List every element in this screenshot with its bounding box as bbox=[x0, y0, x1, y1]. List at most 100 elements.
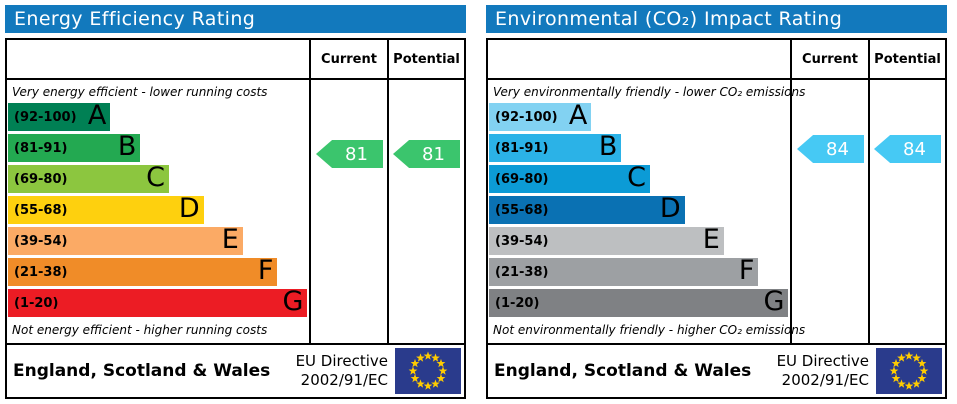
band-row: (39-54) E bbox=[7, 224, 309, 258]
region-label: England, Scotland & Wales bbox=[494, 361, 752, 381]
header-spacer bbox=[7, 40, 309, 78]
energy-band-bar-g: (1-20) G bbox=[8, 286, 308, 317]
energy-band-bar-b: (81-91) B bbox=[8, 131, 141, 162]
co2-potential-arrow: 84 bbox=[874, 135, 941, 163]
current-column-header: Current bbox=[309, 40, 387, 78]
co2-bottom-caption: Not environmentally friendly - higher CO… bbox=[493, 323, 806, 337]
band-range-label: (39-54) bbox=[14, 233, 68, 249]
header-spacer bbox=[488, 40, 790, 78]
co2-band-bar-d: (55-68) D bbox=[489, 193, 685, 224]
band-letter: B bbox=[598, 131, 618, 162]
eu-flag-stars bbox=[889, 351, 929, 390]
eu-flag-icon bbox=[876, 348, 942, 394]
band-letter: F bbox=[738, 255, 755, 286]
energy-band-area: Very energy efficient - lower running co… bbox=[7, 80, 309, 343]
potential-column-header: Potential bbox=[868, 40, 945, 78]
eu-directive-label: EU Directive 2002/91/EC bbox=[296, 352, 388, 390]
eu-directive-line1: EU Directive bbox=[776, 352, 869, 371]
co2-potential-value: 84 bbox=[903, 138, 926, 160]
band-range-label: (69-80) bbox=[495, 171, 549, 187]
band-row: (21-38) F bbox=[488, 255, 790, 289]
band-range-label: (21-38) bbox=[495, 264, 549, 280]
co2-top-caption: Very environmentally friendly - lower CO… bbox=[493, 85, 806, 99]
energy-table-footer: England, Scotland & Wales EU Directive 2… bbox=[7, 343, 464, 397]
co2-table-header: Current Potential bbox=[488, 40, 945, 80]
band-row: (81-91) B bbox=[488, 131, 790, 165]
band-row: (1-20) G bbox=[488, 286, 790, 320]
energy-current-value: 81 bbox=[345, 143, 368, 165]
band-row: (1-20) G bbox=[7, 286, 309, 320]
energy-band-bar-d: (55-68) D bbox=[8, 193, 204, 224]
band-row: (69-80) C bbox=[7, 162, 309, 196]
band-row: (21-38) F bbox=[7, 255, 309, 289]
band-range-label: (1-20) bbox=[495, 295, 540, 311]
band-letter: A bbox=[568, 100, 588, 131]
band-letter: D bbox=[659, 193, 681, 224]
band-range-label: (92-100) bbox=[495, 109, 558, 125]
co2-band-area: Very environmentally friendly - lower CO… bbox=[488, 80, 806, 343]
co2-current-arrow: 84 bbox=[797, 135, 864, 163]
band-letter: A bbox=[87, 100, 107, 131]
band-letter: C bbox=[146, 162, 166, 193]
co2-current-cell: 84 bbox=[790, 80, 868, 343]
co2-table-footer: England, Scotland & Wales EU Directive 2… bbox=[488, 343, 945, 397]
band-range-label: (81-91) bbox=[14, 140, 68, 156]
band-row: (92-100) A bbox=[488, 100, 790, 134]
band-letter: F bbox=[257, 255, 274, 286]
current-column-header: Current bbox=[790, 40, 868, 78]
energy-bands: (92-100) A (81-91) B (69 bbox=[7, 100, 309, 320]
energy-band-bar-e: (39-54) E bbox=[8, 224, 243, 255]
co2-band-bar-c: (69-80) C bbox=[489, 163, 651, 193]
energy-panel-title: Energy Efficiency Rating bbox=[5, 5, 466, 33]
band-range-label: (39-54) bbox=[495, 233, 549, 249]
co2-band-bar-a: (92-100) A bbox=[489, 100, 592, 131]
energy-band-bar-a: (92-100) A bbox=[8, 100, 111, 131]
band-range-label: (81-91) bbox=[495, 140, 549, 156]
energy-bottom-caption: Not energy efficient - higher running co… bbox=[12, 323, 268, 337]
band-letter: D bbox=[178, 193, 200, 224]
energy-rating-panel: Energy Efficiency Rating Current Potenti… bbox=[5, 5, 466, 399]
eu-directive-line2: 2002/91/EC bbox=[300, 371, 388, 389]
band-letter: E bbox=[702, 224, 720, 255]
band-row: (55-68) D bbox=[488, 193, 790, 227]
co2-band-bar-b: (81-91) B bbox=[489, 131, 622, 162]
co2-bands: (92-100) A (81-91) B (69 bbox=[488, 100, 790, 320]
energy-table-header: Current Potential bbox=[7, 40, 464, 80]
region-label: England, Scotland & Wales bbox=[13, 361, 271, 381]
energy-potential-cell: 81 bbox=[387, 80, 464, 343]
band-letter: G bbox=[282, 286, 304, 317]
band-row: (69-80) C bbox=[488, 163, 790, 196]
energy-band-bar-f: (21-38) F bbox=[8, 255, 278, 286]
band-row: (92-100) A bbox=[7, 100, 309, 134]
co2-panel-title: Environmental (CO₂) Impact Rating bbox=[486, 5, 947, 33]
energy-potential-value: 81 bbox=[422, 143, 445, 165]
eu-flag-stars bbox=[408, 351, 448, 390]
band-row: (39-54) E bbox=[488, 224, 790, 258]
band-range-label: (21-38) bbox=[14, 264, 68, 280]
energy-current-arrow: 81 bbox=[316, 140, 383, 168]
co2-rating-panel: Environmental (CO₂) Impact Rating Curren… bbox=[486, 5, 947, 399]
band-range-label: (1-20) bbox=[14, 295, 59, 311]
eu-directive-line2: 2002/91/EC bbox=[781, 371, 869, 389]
band-row: (55-68) D bbox=[7, 193, 309, 227]
energy-top-caption: Very energy efficient - lower running co… bbox=[12, 85, 268, 99]
co2-rating-table: Current Potential Very environmentally f… bbox=[486, 38, 947, 399]
eu-directive-line1: EU Directive bbox=[295, 352, 388, 371]
co2-band-bar-f: (21-38) F bbox=[489, 255, 759, 286]
energy-current-cell: 81 bbox=[309, 80, 387, 343]
co2-current-value: 84 bbox=[826, 138, 849, 160]
band-letter: E bbox=[221, 224, 239, 255]
energy-rating-table: Current Potential Very energy efficient … bbox=[5, 38, 466, 399]
band-range-label: (55-68) bbox=[495, 202, 549, 218]
band-letter: G bbox=[763, 286, 785, 317]
band-letter: B bbox=[117, 131, 137, 162]
band-row: (81-91) B bbox=[7, 131, 309, 165]
energy-potential-arrow: 81 bbox=[393, 140, 460, 168]
eu-flag-icon bbox=[395, 348, 461, 394]
co2-table-body: Very environmentally friendly - lower CO… bbox=[488, 80, 945, 343]
band-range-label: (92-100) bbox=[14, 109, 77, 125]
energy-table-body: Very energy efficient - lower running co… bbox=[7, 80, 464, 343]
potential-column-header: Potential bbox=[387, 40, 464, 78]
co2-band-bar-g: (1-20) G bbox=[489, 286, 789, 317]
